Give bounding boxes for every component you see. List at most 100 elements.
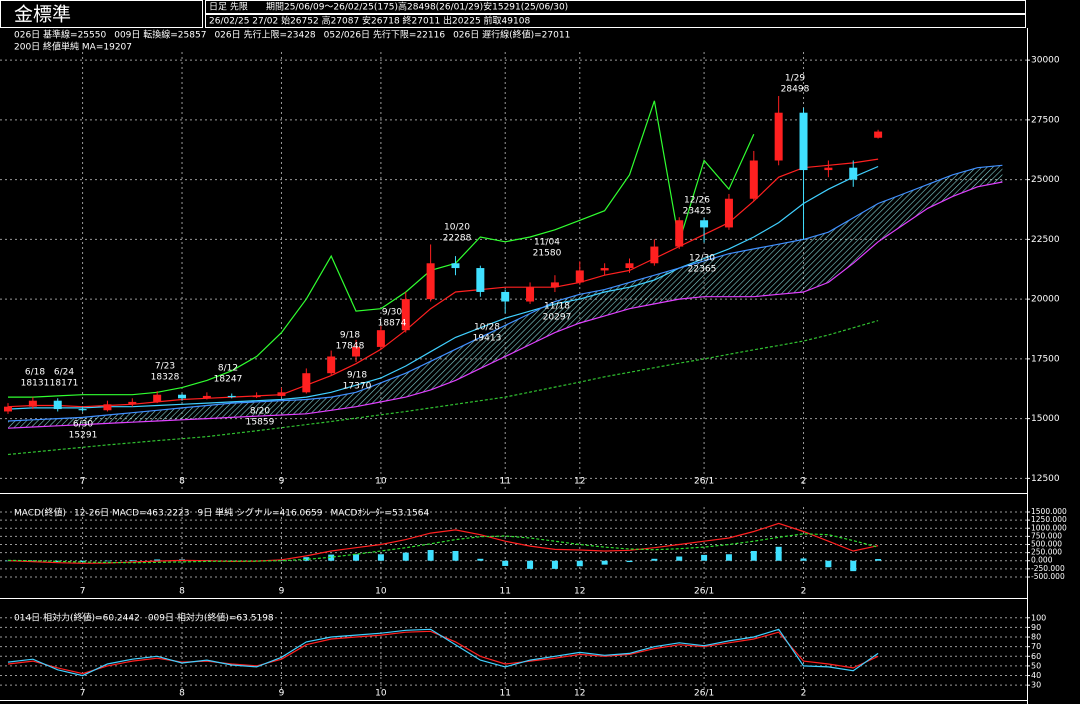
legend-entry: 026日 遅行線(終値)=27011 bbox=[453, 29, 570, 41]
x-tick-label: 12 bbox=[574, 477, 585, 487]
x-tick-label: 26/1 bbox=[694, 689, 714, 699]
candle-body bbox=[874, 131, 883, 138]
annotation-date: 6/30 bbox=[73, 420, 93, 430]
x-tick-label: 12 bbox=[574, 689, 585, 699]
y-tick-label: -500.000 bbox=[1031, 572, 1065, 581]
annotation-value: 15291 bbox=[69, 431, 98, 441]
period-info: 期間25/06/09～26/02/25(175)高28498(26/01/29)… bbox=[266, 1, 568, 13]
x-tick-label: 2 bbox=[801, 689, 807, 699]
y-tick-label: 20000 bbox=[1031, 295, 1060, 305]
candle-body bbox=[53, 400, 62, 410]
candle-body bbox=[675, 220, 684, 247]
y-tick-label: 50 bbox=[1031, 661, 1041, 670]
annotation-value: 18874 bbox=[378, 319, 407, 329]
histogram-bar bbox=[303, 557, 310, 561]
x-tick-label: 9 bbox=[279, 689, 285, 699]
candle-body bbox=[700, 220, 709, 228]
legend-entry: 009日 相対力(終値)=63.5198 bbox=[148, 612, 274, 624]
histogram-bar bbox=[427, 550, 434, 561]
series-line bbox=[8, 100, 755, 398]
histogram-bar bbox=[775, 546, 782, 561]
candle-body bbox=[327, 356, 336, 374]
candle-body bbox=[202, 395, 211, 399]
histogram-bar bbox=[353, 554, 360, 561]
histogram-bar bbox=[576, 560, 583, 567]
candle-body bbox=[4, 406, 12, 412]
y-tick-label: 750.000 bbox=[1031, 531, 1062, 540]
histogram-bar bbox=[601, 560, 608, 565]
annotation-value: 22288 bbox=[443, 234, 472, 244]
candle-body bbox=[178, 394, 187, 399]
histogram-bar bbox=[452, 550, 459, 561]
candle-body bbox=[227, 395, 236, 398]
x-tick-label: 2 bbox=[801, 587, 807, 597]
annotation-value: 23425 bbox=[683, 207, 712, 217]
annotation-value: 18328 bbox=[151, 373, 180, 383]
histogram-bar bbox=[477, 558, 484, 561]
histogram-bar bbox=[402, 552, 409, 561]
candle-body bbox=[78, 409, 87, 411]
legend-entry: 12-26日 MACD=463.2223 bbox=[74, 508, 189, 519]
annotation-value: 15859 bbox=[246, 418, 275, 428]
candle-body bbox=[749, 160, 758, 199]
candle-body bbox=[625, 263, 634, 269]
candle-body bbox=[526, 287, 535, 302]
legend-entry: MACDｵｼﾚｰﾀｰ=53.1564 bbox=[330, 508, 429, 519]
candle-body bbox=[302, 373, 311, 393]
annotation-value: 22365 bbox=[688, 265, 717, 275]
info-box bbox=[205, 14, 1026, 28]
y-tick-label: 500.000 bbox=[1031, 539, 1062, 548]
candle-body bbox=[824, 167, 833, 171]
candle-body bbox=[799, 112, 808, 171]
y-tick-label: 90 bbox=[1031, 623, 1041, 632]
series-line bbox=[7, 628, 879, 677]
candle-body bbox=[28, 400, 37, 407]
annotation-value: 20297 bbox=[543, 313, 572, 323]
histogram-bar bbox=[800, 558, 807, 561]
x-tick-label: 8 bbox=[179, 477, 185, 487]
x-tick-label: 10 bbox=[375, 689, 387, 699]
y-tick-label: 1250.000 bbox=[1031, 515, 1067, 524]
histogram-bar bbox=[676, 556, 683, 561]
candle-body bbox=[376, 330, 385, 347]
histogram-bar bbox=[54, 560, 61, 563]
annotation-value: 18171 bbox=[50, 379, 79, 389]
title-box bbox=[0, 0, 203, 28]
legend-entry: 9日 単純 シグナル=416.0659 bbox=[198, 507, 323, 519]
x-tick-label: 26/1 bbox=[694, 587, 714, 597]
candle-body bbox=[476, 268, 485, 292]
y-tick-label: 25000 bbox=[1031, 175, 1060, 185]
x-tick-label: 10 bbox=[375, 477, 387, 487]
histogram-bar bbox=[651, 558, 658, 561]
y-tick-label: 40 bbox=[1031, 671, 1041, 680]
y-tick-label: 70 bbox=[1031, 642, 1041, 651]
histogram-bar bbox=[328, 554, 335, 561]
y-tick-label: 12500 bbox=[1031, 474, 1060, 484]
histogram-bar bbox=[825, 560, 832, 568]
annotation-value: 17370 bbox=[343, 382, 372, 392]
y-tick-label: 100 bbox=[1031, 613, 1046, 622]
x-tick-label: 11 bbox=[499, 477, 510, 487]
histogram-bar bbox=[527, 560, 534, 569]
latest-info: 26/02/25 27/02 始26752 高27087 安26718 終270… bbox=[209, 15, 530, 27]
annotation-value: 21580 bbox=[533, 249, 562, 259]
annotation-date: 6/18 bbox=[25, 368, 45, 378]
candle-body bbox=[501, 291, 510, 302]
y-tick-label: 27500 bbox=[1031, 115, 1060, 125]
annotation-date: 12/26 bbox=[684, 196, 710, 206]
x-tick-label: 11 bbox=[499, 689, 510, 699]
annotation-date: 9/30 bbox=[382, 308, 402, 318]
x-tick-label: 8 bbox=[179, 587, 185, 597]
y-tick-label: 0.000 bbox=[1031, 556, 1053, 565]
histogram-bar bbox=[551, 560, 558, 569]
y-tick-label: 17500 bbox=[1031, 354, 1060, 364]
candle-body bbox=[103, 404, 112, 411]
x-tick-label: 11 bbox=[499, 587, 510, 597]
candle-body bbox=[575, 270, 584, 283]
legend-entry: 009日 転換線=25857 bbox=[114, 29, 206, 41]
y-tick-label: 80 bbox=[1031, 633, 1041, 642]
x-tick-label: 7 bbox=[80, 587, 86, 597]
candle-body bbox=[128, 401, 137, 405]
series-line bbox=[7, 164, 1003, 422]
